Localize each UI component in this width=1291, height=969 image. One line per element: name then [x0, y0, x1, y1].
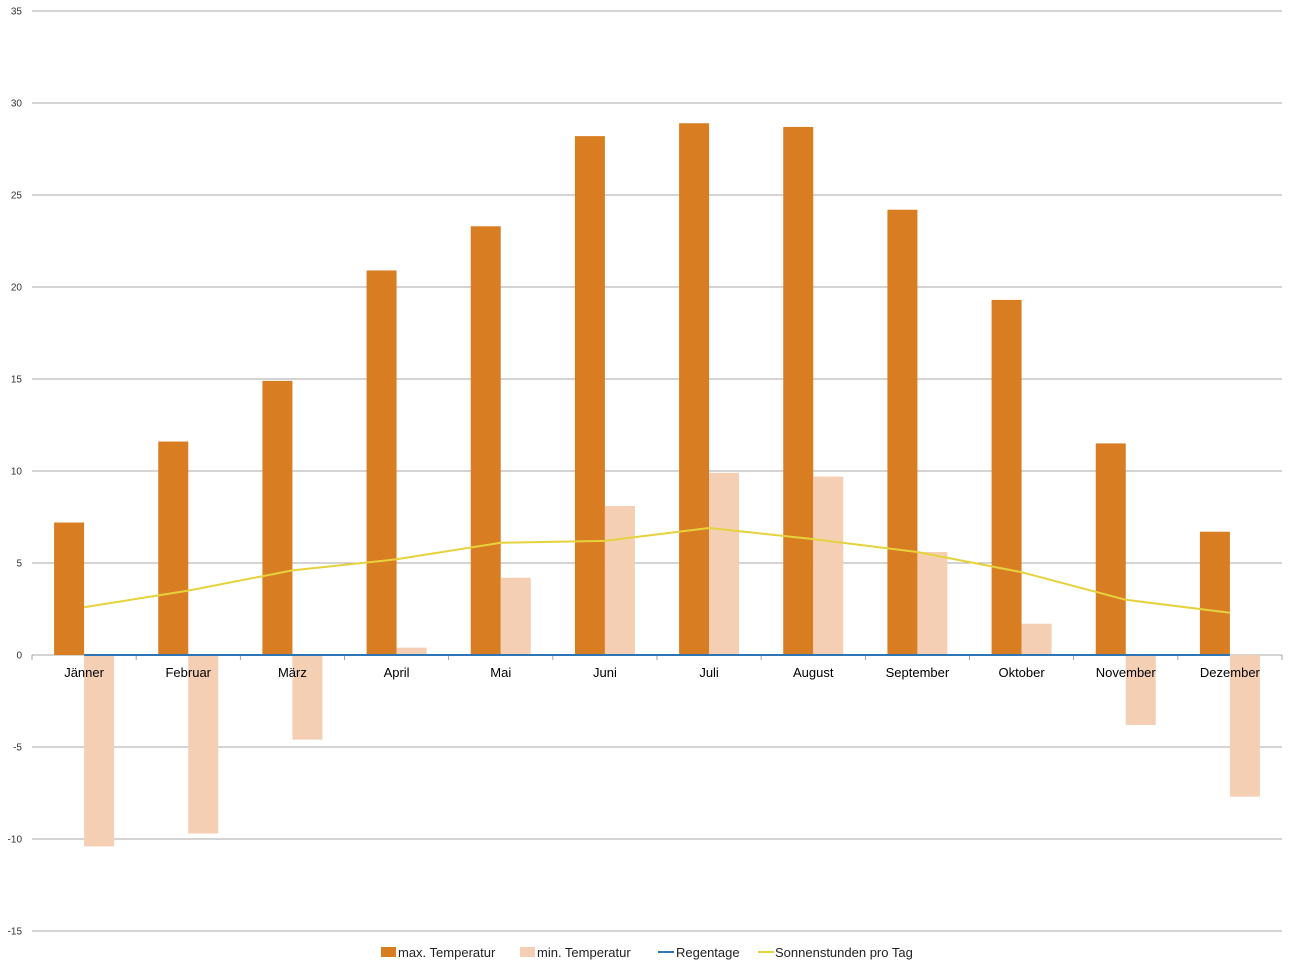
category-label: November — [1096, 665, 1157, 680]
x-axis-category-labels: Jänner Februar März April Mai Juni Juli August S… — [64, 665, 1260, 680]
y-tick-label: 20 — [11, 283, 23, 294]
max-temp-bar — [54, 522, 85, 655]
min-temp-bar — [813, 476, 844, 655]
legend: max. Temperatur min. Temperatur Regentage S… — [381, 945, 913, 960]
legend-label: max. Temperatur — [398, 945, 496, 960]
y-tick-label: 15 — [11, 375, 23, 386]
y-tick-label: -5 — [13, 743, 22, 754]
max-temp-bar — [887, 209, 918, 655]
max-temp-bar — [783, 126, 814, 656]
max-temp-bar — [158, 441, 189, 655]
min-temp-bar — [917, 551, 948, 655]
y-axis-tick-labels: 35 30 25 20 15 10 5 0 -5 -10 -15 — [8, 7, 23, 938]
max-temp-bar — [262, 380, 293, 655]
y-tick-label: 30 — [11, 99, 23, 110]
min-temp-bar — [1229, 655, 1260, 797]
category-label: Jänner — [64, 665, 104, 680]
max-temp-bar — [470, 226, 501, 655]
category-label: Juli — [699, 665, 719, 680]
category-label: Mai — [490, 665, 511, 680]
category-label: September — [886, 665, 950, 680]
category-label: Dezember — [1200, 665, 1261, 680]
category-label: August — [793, 665, 834, 680]
bars — [54, 123, 1260, 847]
max-temp-bar — [991, 299, 1022, 655]
legend-swatch — [381, 947, 396, 957]
min-temp-bar — [396, 647, 427, 655]
min-temp-bar — [292, 655, 323, 740]
min-temp-bar — [1125, 655, 1156, 725]
y-tick-label: 25 — [11, 191, 23, 202]
y-tick-label: 35 — [11, 7, 23, 18]
category-label: Februar — [165, 665, 211, 680]
series-lines — [83, 527, 1231, 656]
min-temp-bar — [709, 472, 740, 655]
min-temp-bar — [604, 505, 635, 655]
legend-swatch — [520, 947, 535, 957]
max-temp-bar — [366, 270, 397, 655]
sonnenstunden-line — [83, 527, 1231, 614]
category-label: März — [278, 665, 307, 680]
category-label: April — [384, 665, 410, 680]
y-tick-label: -15 — [8, 927, 23, 938]
min-temp-bar — [188, 655, 219, 834]
min-temp-bar — [1021, 623, 1052, 655]
y-tick-label: -10 — [8, 835, 23, 846]
max-temp-bar — [679, 123, 710, 656]
legend-label: Regentage — [676, 945, 740, 960]
max-temp-bar — [574, 136, 605, 655]
legend-label: Sonnenstunden pro Tag — [775, 945, 913, 960]
min-temp-bar — [84, 655, 115, 847]
category-label: Juni — [593, 665, 617, 680]
legend-label: min. Temperatur — [537, 945, 631, 960]
max-temp-bar — [1095, 443, 1126, 655]
y-tick-label: 0 — [16, 651, 22, 662]
gridlines — [32, 10, 1282, 932]
max-temp-bar — [1199, 531, 1230, 655]
min-temp-bar — [500, 577, 531, 655]
category-label: Oktober — [998, 665, 1045, 680]
y-tick-label: 10 — [11, 467, 23, 478]
y-tick-label: 5 — [16, 559, 22, 570]
